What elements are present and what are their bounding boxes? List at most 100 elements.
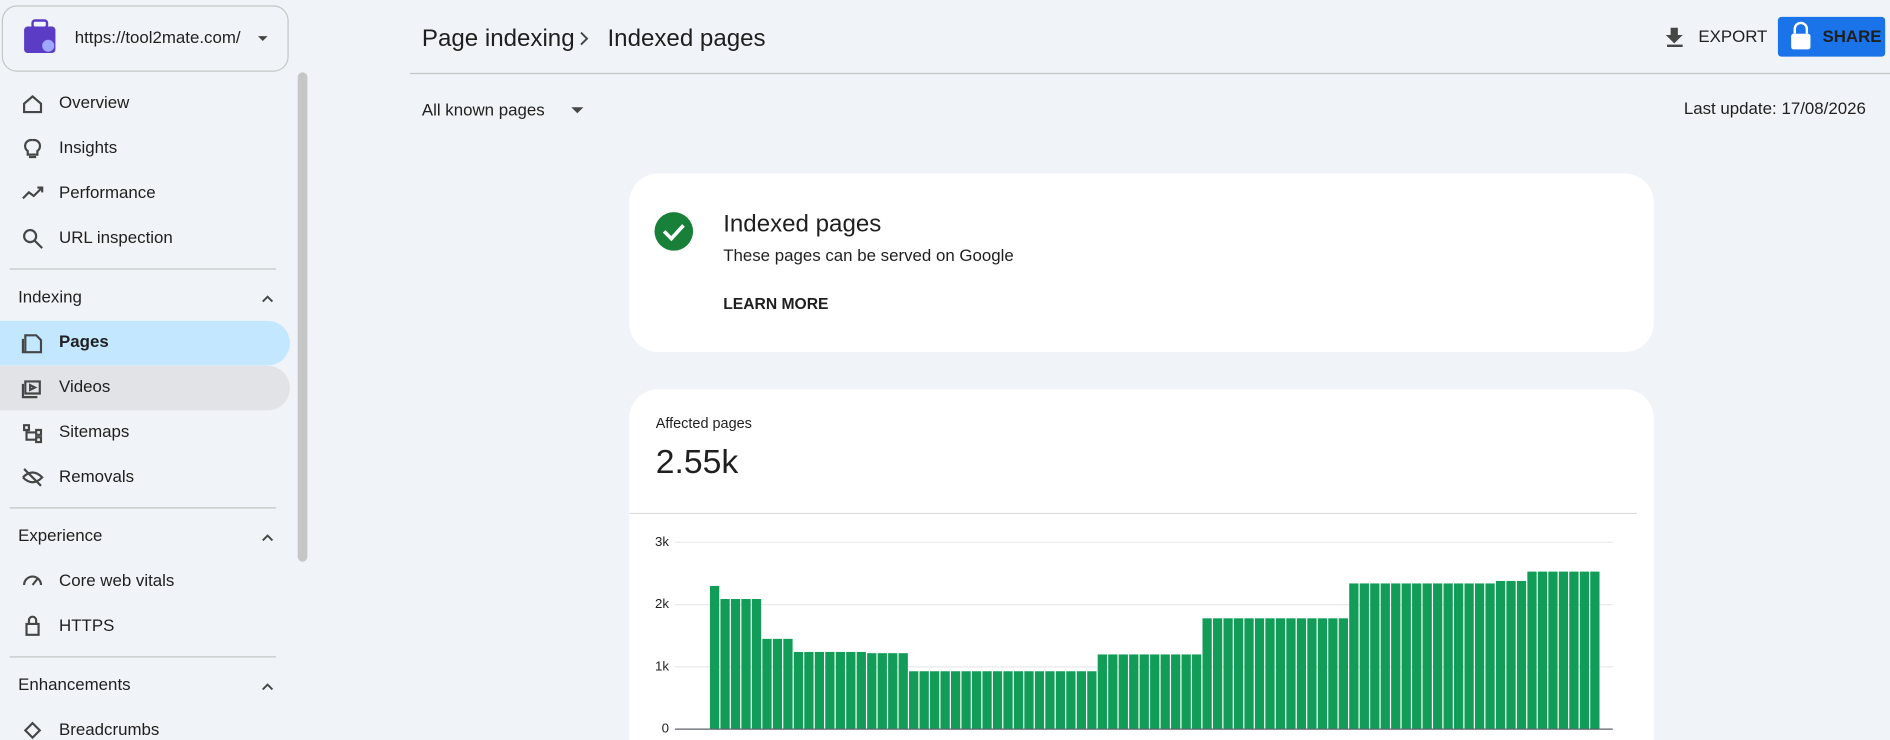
bar [1506,580,1516,730]
bar [709,585,720,730]
breadcrumb-parent[interactable]: Page indexing [422,25,575,52]
section-header[interactable]: Experience [18,526,102,545]
bar [1296,618,1307,730]
bar [1254,618,1265,730]
bar [1024,671,1034,730]
bar [1433,583,1443,730]
bar [772,638,783,730]
bar [814,651,825,730]
nav-item[interactable]: Videos [59,377,110,396]
dropdown-arrow [257,36,268,41]
nav-item[interactable]: Breadcrumbs [59,720,159,739]
bar [1548,571,1558,730]
breadcrumb-current: Indexed pages [608,25,766,52]
share-label: SHARE [1823,27,1882,46]
nav-item[interactable]: Insights [59,138,117,157]
bar [1590,571,1600,730]
bar [1265,618,1275,730]
export-button[interactable]: EXPORT [1698,27,1767,46]
y-tick-label: 2k [655,596,669,611]
bar [846,651,856,730]
status-card [629,173,1654,352]
bar [940,671,950,730]
section-header[interactable]: Indexing [18,287,82,306]
bar [1579,571,1590,730]
bar [1118,654,1128,730]
icon-shape [23,721,42,740]
bar [1569,571,1579,730]
bar [720,599,730,730]
bar [1045,671,1055,730]
bar [877,653,887,730]
breadcrumb-chevron [580,31,589,46]
nav-item[interactable]: HTTPS [59,616,114,635]
bar [1527,571,1537,730]
bar [1391,583,1401,730]
bar [741,599,751,730]
bar [1454,583,1464,730]
nav-item[interactable]: Core web vitals [59,571,174,590]
bar [1401,583,1411,730]
bar [1338,618,1349,730]
bar [1422,583,1432,730]
bar [1055,671,1066,730]
bar [1013,671,1024,730]
bar [762,638,772,730]
bar [1516,580,1527,730]
nav-icon [23,424,43,444]
nav-item[interactable]: Sitemaps [59,422,129,441]
bar [1223,618,1233,730]
bar [888,653,898,730]
nav-icon [23,575,43,586]
bar [1317,618,1328,730]
bar [1233,618,1244,730]
bar [1485,583,1495,730]
bar [783,638,793,730]
nav-icon [23,721,42,740]
learn-more[interactable]: LEARN MORE [723,296,828,313]
nav-item[interactable]: Overview [59,93,130,112]
bar [909,671,919,730]
chart: 0 1k 2k 3k [655,534,1613,736]
bar [804,651,814,730]
nav-item[interactable]: URL inspection [59,228,173,247]
icon-shape [23,94,43,114]
y-tick-label: 0 [662,721,669,736]
bar [1275,618,1286,730]
collapse-chevron [262,534,274,542]
bar [930,671,940,730]
property-selector[interactable] [1,5,289,72]
icon-shape [23,575,43,586]
nav-item[interactable]: Performance [59,183,156,202]
collapse-chevron [262,295,274,303]
filter[interactable]: All known pages [422,100,545,119]
bar [1003,671,1013,730]
bar [1443,583,1453,730]
nav-item[interactable]: Removals [59,467,134,486]
bar [1412,583,1422,730]
bar [1192,654,1202,730]
bar [1034,671,1045,730]
nav-icon [21,334,43,354]
icon-shape [22,186,44,200]
nav-icon [25,615,40,636]
chart-total: 2.55k [656,443,739,481]
bar [1464,583,1474,730]
icon-shape [21,334,43,354]
bar [898,653,908,730]
bar [1087,671,1097,730]
bar [1474,583,1485,730]
status-description: These pages can be served on Google [723,246,1014,265]
icon-shape [25,615,40,636]
property-url[interactable]: https://tool2mate.com/ [75,28,241,47]
nav-item[interactable]: Pages [59,332,109,351]
check-icon [654,212,694,251]
bar [825,651,835,730]
bar [1286,618,1296,730]
bar [1160,654,1170,730]
collapse-chevron [262,683,274,691]
bar [835,651,845,730]
status-title: Indexed pages [723,211,881,238]
section-header[interactable]: Enhancements [18,675,130,694]
